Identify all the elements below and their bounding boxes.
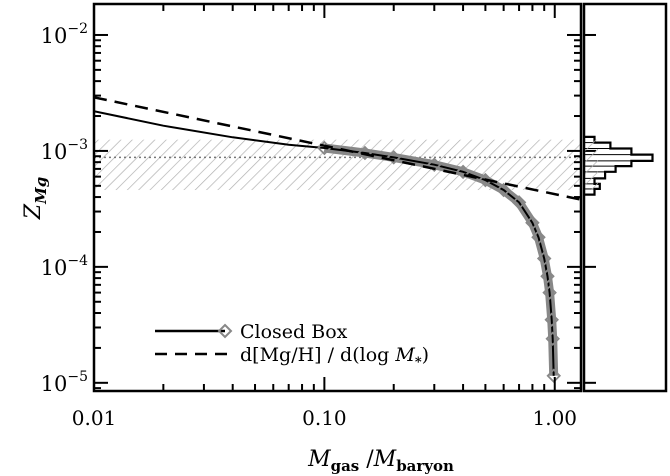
legend-dashed-label-sub: *: [415, 355, 422, 370]
x-axis-label: Mgas /Mbaryon: [307, 447, 454, 475]
y-tick-label-base: 10: [41, 256, 68, 280]
closed-box-marker: [455, 164, 471, 180]
closed-box-marker: [511, 195, 527, 210]
closed-box-marker: [427, 157, 442, 173]
x-axis-label-main-den: M: [373, 447, 397, 472]
legend-dashed-label-suffix: ): [422, 344, 429, 366]
y-tick-label-base: 10: [41, 140, 68, 164]
y-axis-label-sub: Mg: [32, 177, 50, 205]
y-tick-label: 10−4: [41, 253, 88, 280]
y-tick-label-exponent: −3: [67, 137, 88, 153]
legend-dashed-label: d[Mg/H] / d(log M*): [240, 344, 429, 370]
closed-box-marker: [386, 150, 401, 165]
y-axis-label-main: Z: [21, 203, 46, 220]
closed-box-marker: [546, 368, 562, 384]
x-tick-label: 1.00: [532, 406, 577, 430]
y-tick-label-base: 10: [41, 24, 68, 48]
series-group: [94, 96, 581, 384]
y-tick-label-base: 10: [41, 372, 68, 396]
closed-box-marker: [536, 251, 552, 266]
legend-closed-box-label: Closed Box: [240, 321, 348, 343]
y-tick-label-exponent: −5: [67, 369, 88, 385]
side-histogram-group: [584, 135, 654, 196]
y-tick-label: 10−5: [41, 369, 88, 396]
legend-closed-box-marker: [217, 323, 233, 339]
x-axis-label-main: M: [307, 447, 331, 472]
legend-dashed-label-italic: M: [394, 344, 415, 366]
legend-dashed-label-prefix: d[Mg/H] / d(log: [240, 344, 395, 366]
x-tick-label: 0.10: [302, 406, 347, 430]
legend: Closed Box d[Mg/H] / d(log M*): [155, 321, 429, 370]
main-plot-frame: [92, 2, 583, 393]
closed-box-marker: [540, 268, 555, 284]
x-axis-label-sub-num: gas: [331, 457, 360, 475]
y-axis-label: ZMg: [21, 177, 50, 220]
y-tick-label: 10−3: [41, 137, 88, 164]
closed-box-line: [94, 110, 555, 376]
closed-box-marker: [496, 182, 511, 198]
closed-box-marker: [478, 172, 493, 188]
y-tick-label: 10−2: [41, 21, 88, 48]
x-axis-label-slash: /: [359, 447, 374, 472]
y-tick-label-exponent: −2: [67, 21, 88, 37]
x-axis-label-sub-den: baryon: [396, 457, 454, 475]
side-observed-band: [584, 139, 598, 191]
closed-box-marker: [357, 145, 373, 161]
closed-box-marker: [545, 331, 561, 347]
closed-box-marker: [544, 312, 559, 328]
closed-box-marker: [531, 229, 546, 245]
closed-box-marker: [542, 285, 557, 300]
closed-box-marker: [525, 215, 540, 231]
y-tick-label-exponent: −4: [67, 253, 88, 269]
x-tick-label: 0.01: [72, 406, 117, 430]
side-panel-frame: [582, 2, 668, 393]
